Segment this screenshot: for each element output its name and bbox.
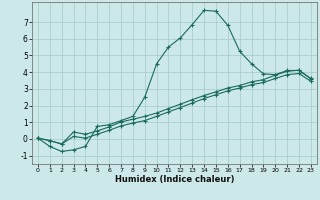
X-axis label: Humidex (Indice chaleur): Humidex (Indice chaleur) [115,175,234,184]
